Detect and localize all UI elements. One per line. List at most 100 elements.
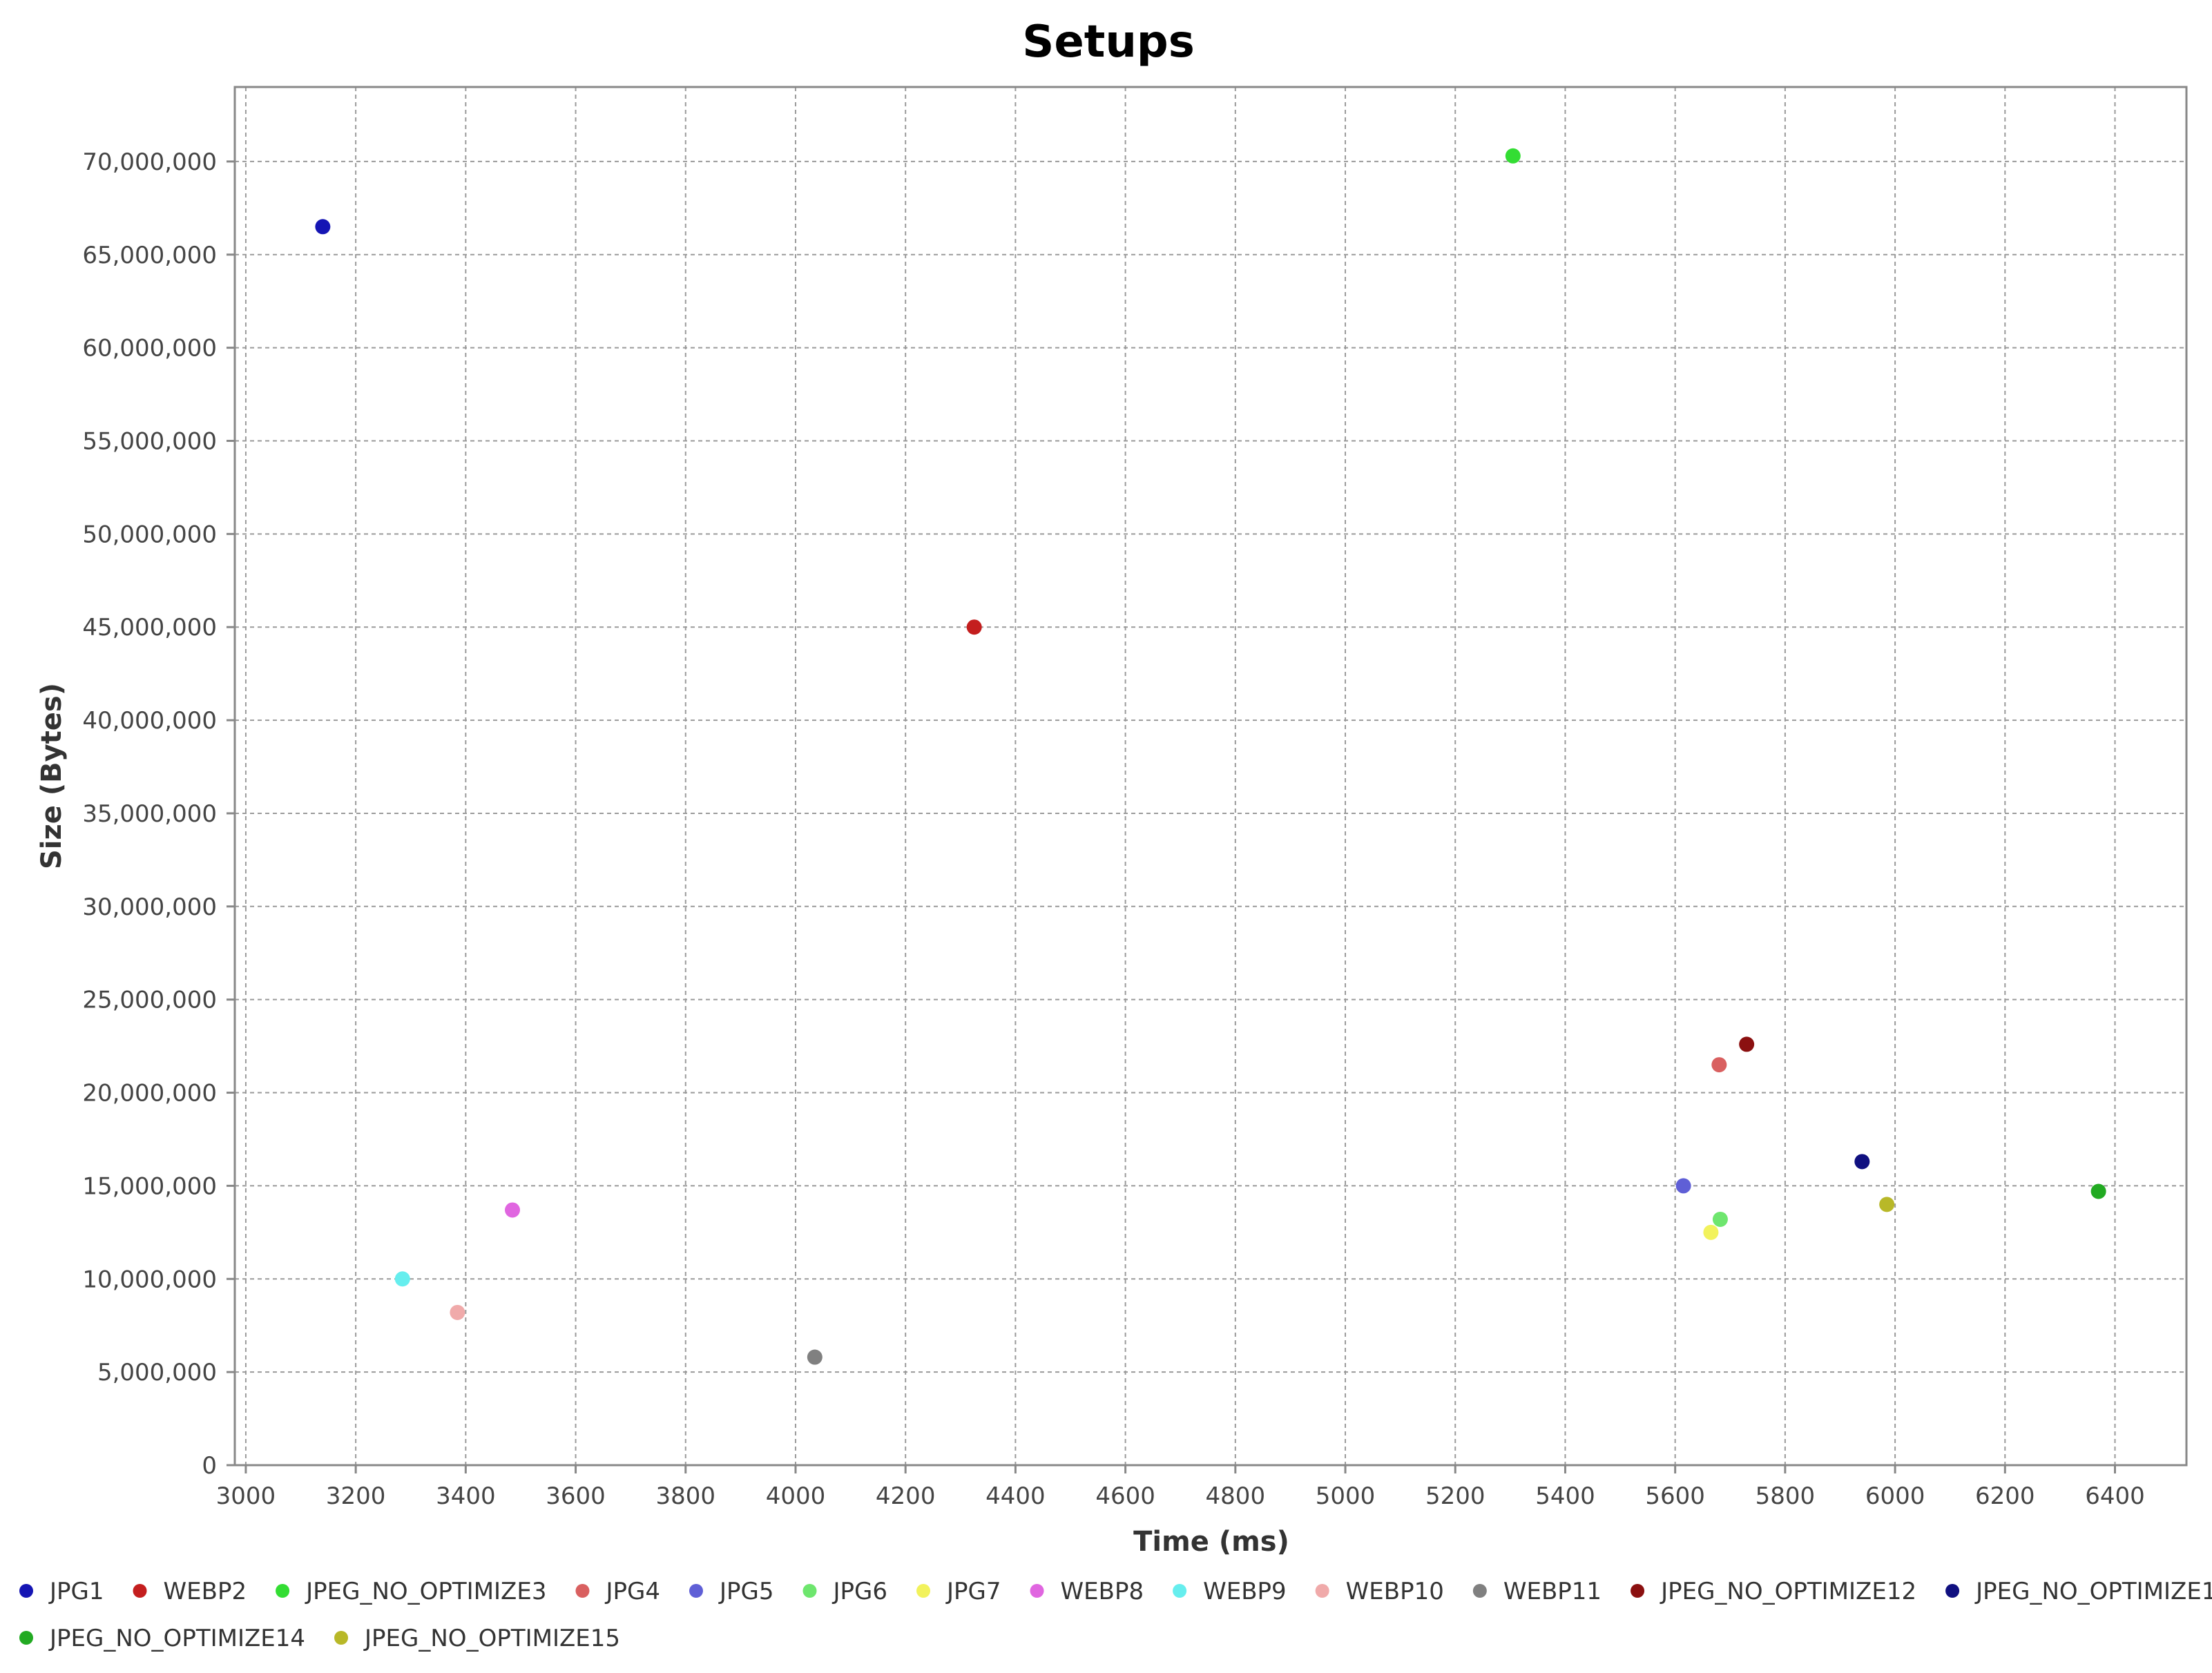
legend-label: WEBP10 bbox=[1346, 1578, 1444, 1605]
legend-marker bbox=[1472, 1584, 1487, 1598]
data-point-jpg6 bbox=[1712, 1211, 1728, 1227]
plot-area bbox=[233, 86, 2188, 1467]
y-tick-label: 50,000,000 bbox=[82, 521, 217, 548]
x-tick-label: 3000 bbox=[216, 1482, 276, 1510]
x-axis-label: Time (ms) bbox=[1133, 1526, 1289, 1558]
x-tick-label: 3800 bbox=[656, 1482, 716, 1510]
legend-label: JPG5 bbox=[718, 1578, 774, 1605]
legend-label: WEBP2 bbox=[164, 1578, 247, 1605]
y-tick-label: 25,000,000 bbox=[82, 987, 217, 1014]
x-tick-label: 6200 bbox=[1975, 1482, 2035, 1510]
legend-label: JPG4 bbox=[604, 1578, 660, 1605]
y-tick-label: 15,000,000 bbox=[82, 1172, 217, 1200]
legend-marker bbox=[1631, 1584, 1645, 1598]
legend-label: JPEG_NO_OPTIMIZE14 bbox=[48, 1625, 305, 1652]
data-point-jpg1 bbox=[315, 219, 331, 235]
legend-marker bbox=[916, 1584, 931, 1598]
legend: JPG1 WEBP2 JPEG_NO_OPTIMIZE3 JPG4 JPG5 JPG6 JP… bbox=[19, 1578, 2212, 1652]
legend-label: JPEG_NO_OPTIMIZE12 bbox=[1660, 1578, 1916, 1605]
y-tick-label: 45,000,000 bbox=[82, 614, 217, 641]
legend-marker bbox=[1173, 1584, 1187, 1598]
y-tick-label: 0 bbox=[202, 1452, 217, 1480]
legend-marker bbox=[1030, 1584, 1044, 1598]
legend-item: WEBP11 bbox=[1472, 1578, 1602, 1605]
legend-label: JPG7 bbox=[945, 1578, 1001, 1605]
y-tick-label: 60,000,000 bbox=[82, 335, 217, 362]
y-tick-label: 20,000,000 bbox=[82, 1080, 217, 1108]
legend-item: JPEG_NO_OPTIMIZE3 bbox=[276, 1578, 546, 1605]
y-axis-label: Size (Bytes) bbox=[36, 683, 68, 869]
data-point-webp11 bbox=[807, 1349, 823, 1365]
x-tick-label: 4000 bbox=[766, 1482, 826, 1510]
legend-item: WEBP2 bbox=[133, 1578, 247, 1605]
data-point-webp9 bbox=[394, 1271, 410, 1287]
legend-item: WEBP9 bbox=[1173, 1578, 1287, 1605]
data-point-webp2 bbox=[966, 619, 982, 635]
legend-marker bbox=[1315, 1584, 1329, 1598]
legend-marker bbox=[19, 1631, 33, 1645]
legend-label: WEBP8 bbox=[1061, 1578, 1144, 1605]
legend-item: JPEG_NO_OPTIMIZE14 bbox=[19, 1625, 305, 1652]
legend-label: WEBP9 bbox=[1203, 1578, 1287, 1605]
legend-marker bbox=[1945, 1584, 1960, 1598]
legend-marker bbox=[133, 1584, 147, 1598]
legend-marker bbox=[689, 1584, 703, 1598]
grid-lines bbox=[235, 87, 2186, 1465]
y-tick-label: 5,000,000 bbox=[97, 1359, 217, 1386]
y-tick-label: 55,000,000 bbox=[82, 427, 217, 455]
y-tick-label: 40,000,000 bbox=[82, 707, 217, 735]
data-point-webp8 bbox=[505, 1202, 521, 1218]
legend-item: JPG1 bbox=[19, 1578, 104, 1605]
legend-item: JPG5 bbox=[689, 1578, 774, 1605]
x-tick-label: 3600 bbox=[546, 1482, 606, 1510]
legend-marker bbox=[334, 1631, 349, 1645]
x-tick-label: 5600 bbox=[1645, 1482, 1705, 1510]
legend-item: JPEG_NO_OPTIMIZE15 bbox=[334, 1625, 620, 1652]
data-point-jpg4 bbox=[1711, 1057, 1727, 1073]
legend-label: JPEG_NO_OPTIMIZE13 bbox=[1974, 1578, 2212, 1605]
legend-label: JPG6 bbox=[832, 1578, 888, 1605]
legend-item: JPEG_NO_OPTIMIZE12 bbox=[1631, 1578, 1916, 1605]
legend-item: JPEG_NO_OPTIMIZE13 bbox=[1945, 1578, 2212, 1605]
chart-title: Setups bbox=[1022, 17, 1195, 68]
data-point-jpeg-no-optimize14 bbox=[2090, 1183, 2106, 1199]
legend-item: JPG4 bbox=[575, 1578, 660, 1605]
legend-marker bbox=[19, 1584, 33, 1598]
x-tick-label: 5200 bbox=[1425, 1482, 1485, 1510]
x-tick-label: 4800 bbox=[1206, 1482, 1266, 1510]
y-tick-label: 30,000,000 bbox=[82, 893, 217, 921]
legend-label: JPG1 bbox=[48, 1578, 104, 1605]
y-tick-label: 10,000,000 bbox=[82, 1266, 217, 1293]
x-tick-label: 4400 bbox=[985, 1482, 1046, 1510]
data-point-jpeg-no-optimize3 bbox=[1505, 148, 1521, 164]
y-tick-label: 70,000,000 bbox=[82, 148, 217, 176]
legend-label: JPEG_NO_OPTIMIZE3 bbox=[305, 1578, 546, 1605]
data-point-jpg7 bbox=[1703, 1224, 1719, 1240]
x-tick-label: 3400 bbox=[436, 1482, 496, 1510]
x-tick-label: 6400 bbox=[2085, 1482, 2145, 1510]
legend-item: JPG7 bbox=[916, 1578, 1001, 1605]
legend-item: JPG6 bbox=[802, 1578, 888, 1605]
x-tick-label: 6000 bbox=[1865, 1482, 1925, 1510]
data-point-jpeg-no-optimize15 bbox=[1879, 1197, 1895, 1212]
y-axis-ticks: 0 5,000,000 10,000,000 15,000,000 20,000,000… bbox=[82, 148, 235, 1480]
legend-marker bbox=[575, 1584, 590, 1598]
x-axis-ticks: 3000 3200 3400 3600 3800 4000 4200 4400 4600 4800… bbox=[216, 1465, 2145, 1510]
x-tick-label: 3200 bbox=[326, 1482, 386, 1510]
data-points bbox=[315, 148, 2106, 1365]
x-tick-label: 5400 bbox=[1535, 1482, 1595, 1510]
y-tick-label: 35,000,000 bbox=[82, 800, 217, 828]
x-tick-label: 4600 bbox=[1095, 1482, 1155, 1510]
data-point-jpeg-no-optimize12 bbox=[1739, 1036, 1755, 1052]
legend-label: JPEG_NO_OPTIMIZE15 bbox=[363, 1625, 620, 1652]
y-tick-label: 65,000,000 bbox=[82, 242, 217, 269]
legend-item: WEBP10 bbox=[1315, 1578, 1444, 1605]
data-point-webp10 bbox=[450, 1304, 465, 1320]
data-point-jpeg-no-optimize13 bbox=[1854, 1154, 1870, 1170]
x-tick-label: 4200 bbox=[876, 1482, 936, 1510]
legend-item: WEBP8 bbox=[1030, 1578, 1144, 1605]
legend-label: WEBP11 bbox=[1503, 1578, 1602, 1605]
legend-marker bbox=[276, 1584, 290, 1598]
data-point-jpg5 bbox=[1675, 1178, 1691, 1194]
